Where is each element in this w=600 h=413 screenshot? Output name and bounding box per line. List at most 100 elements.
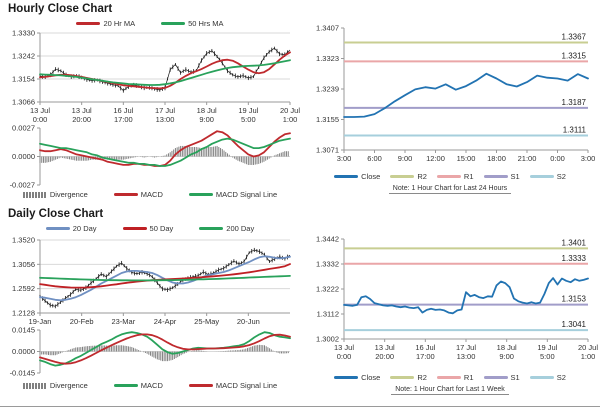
legend-item-200day: 200 Day (199, 224, 254, 233)
legend-label: R2 (417, 373, 427, 382)
legend-item-macd-signal: MACD Signal Line (188, 190, 278, 199)
svg-text:1.3367: 1.3367 (562, 33, 587, 42)
svg-text:20 Jul: 20 Jul (280, 106, 300, 115)
legend-label: MACD (140, 190, 163, 199)
svg-text:15:00: 15:00 (457, 154, 476, 163)
red-line-swatch (76, 22, 101, 25)
pink-line-swatch (436, 376, 461, 379)
blue-line-swatch (45, 227, 70, 230)
svg-text:1.2128: 1.2128 (12, 309, 35, 318)
svg-text:24-Apr: 24-Apr (154, 317, 177, 326)
svg-text:1.3332: 1.3332 (316, 260, 339, 269)
green-line-swatch (199, 227, 224, 230)
svg-text:0.0145: 0.0145 (12, 327, 35, 335)
svg-text:19-Jan: 19-Jan (29, 317, 52, 326)
svg-text:1.3401: 1.3401 (562, 238, 587, 247)
bottom-divider (0, 406, 600, 407)
legend-item-divergence: Divergence (22, 381, 88, 390)
legend-item-r1: R1 (436, 373, 474, 382)
svg-text:20-Jun: 20-Jun (237, 317, 260, 326)
svg-text:3:00: 3:00 (581, 154, 596, 163)
svg-text:9:00: 9:00 (199, 115, 214, 122)
daily-close-panel: Daily Close Chart 20 Day 50 Day 200 Day … (0, 205, 300, 407)
svg-text:20-Feb: 20-Feb (70, 317, 94, 326)
svg-text:1.3154: 1.3154 (12, 75, 35, 84)
svg-text:1.3056: 1.3056 (12, 260, 35, 269)
legend-label: R1 (463, 172, 474, 181)
daily-ma-legend: 20 Day 50 Day 200 Day (0, 222, 300, 235)
svg-text:13:00: 13:00 (156, 115, 175, 122)
legend-item-macd: MACD (113, 381, 163, 390)
green-line-swatch (188, 193, 213, 196)
svg-text:1.3333: 1.3333 (562, 254, 587, 263)
purple-line-swatch (483, 376, 508, 379)
legend-label: MACD Signal Line (215, 190, 278, 199)
legend-label: S2 (556, 172, 566, 181)
daily-sr-legend: Close R2 R1 S1 S2 (300, 371, 600, 384)
olive-line-swatch (390, 175, 415, 178)
svg-text:1.2592: 1.2592 (12, 284, 35, 293)
svg-text:1.3242: 1.3242 (12, 52, 35, 61)
svg-text:13 Jul: 13 Jul (72, 106, 92, 115)
red-line-swatch (188, 384, 213, 387)
svg-text:1.3111: 1.3111 (563, 125, 587, 134)
legend-label: 50 Hrs MA (188, 19, 224, 28)
svg-text:-0.0027: -0.0027 (10, 181, 35, 189)
daily-chart-title: Daily Close Chart (8, 208, 104, 220)
svg-text:19 Jul: 19 Jul (238, 106, 258, 115)
svg-text:1.3520: 1.3520 (12, 236, 35, 245)
legend-item-s2: S2 (529, 373, 566, 382)
hourly-macd-legend: Divergence MACD MACD Signal Line (0, 188, 300, 201)
purple-line-swatch (483, 175, 508, 178)
svg-text:1.3222: 1.3222 (316, 285, 339, 294)
svg-text:1.3071: 1.3071 (316, 146, 339, 155)
legend-label: MACD Signal Line (215, 381, 278, 390)
svg-text:1.3112: 1.3112 (317, 310, 339, 319)
svg-text:13 Jul: 13 Jul (334, 343, 354, 352)
svg-text:1.3330: 1.3330 (12, 30, 35, 38)
daily-sr-note: Note: 1 Hour Chart for Last 1 Week (300, 386, 600, 395)
legend-label: R2 (417, 172, 427, 181)
legend-label: Divergence (49, 381, 88, 390)
cyan-line-swatch (529, 175, 554, 178)
svg-text:19 Jul: 19 Jul (537, 343, 557, 352)
legend-item-50day: 50 Day (122, 224, 173, 233)
legend-item-macd-signal: MACD Signal Line (188, 381, 278, 390)
svg-text:25-May: 25-May (194, 317, 219, 326)
svg-text:5:00: 5:00 (241, 115, 256, 122)
divergence-swatch (22, 191, 47, 198)
svg-text:1.3315: 1.3315 (562, 51, 587, 60)
legend-item-close: Close (334, 172, 380, 181)
svg-text:5:00: 5:00 (540, 352, 555, 361)
svg-text:1.3002: 1.3002 (316, 335, 339, 344)
svg-text:13:00: 13:00 (457, 352, 476, 361)
svg-text:20:00: 20:00 (72, 115, 91, 122)
svg-text:1.3239: 1.3239 (316, 85, 339, 94)
svg-text:16 Jul: 16 Jul (415, 343, 435, 352)
legend-item-r1: R1 (436, 172, 474, 181)
svg-text:1.3442: 1.3442 (316, 235, 339, 244)
svg-text:23-Mar: 23-Mar (111, 317, 135, 326)
legend-item-s1: S1 (483, 172, 520, 181)
svg-text:0.0000: 0.0000 (12, 152, 35, 161)
legend-item-r2: R2 (390, 373, 427, 382)
legend-label: 200 Day (226, 224, 255, 233)
svg-text:1.3041: 1.3041 (562, 320, 587, 329)
legend-label: S1 (510, 172, 520, 181)
hourly-ma-legend: 20 Hr MA 50 Hrs MA (0, 17, 300, 30)
svg-text:17:00: 17:00 (416, 352, 435, 361)
svg-text:17 Jul: 17 Jul (456, 343, 476, 352)
svg-text:9:00: 9:00 (499, 352, 514, 361)
pink-line-swatch (436, 175, 461, 178)
legend-item-close: Close (334, 373, 380, 382)
hourly-sr-panel: 1.3407 1.3323 1.3239 1.3155 1.3071 3:00 6:00 9:… (300, 0, 600, 205)
svg-text:3:00: 3:00 (337, 154, 352, 163)
hourly-macd-chart: 0.0027 0.0000 -0.0027 (10, 124, 291, 189)
hourly-sr-note: Note: 1 Hour Chart for Last 24 Hours (300, 185, 600, 194)
legend-label: Close (361, 373, 381, 382)
hourly-sr-legend: Close R2 R1 S1 S2 (300, 170, 600, 183)
